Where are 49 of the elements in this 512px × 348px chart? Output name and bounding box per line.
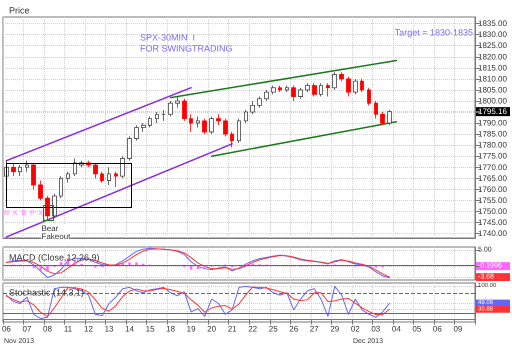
x-tick-label: 18	[166, 324, 176, 334]
y-tick-label: 1790.00	[478, 118, 508, 128]
y-tick-label: 1785.00	[478, 130, 508, 139]
y-tick-label: 1760.00	[478, 184, 508, 194]
x-tick-label: 09	[453, 324, 463, 334]
y-tick-label: 1825.00	[478, 41, 508, 50]
x-tick-label: 02	[350, 324, 360, 334]
y-tick-label: 1800.00	[478, 96, 508, 106]
x-tick-label: 22	[248, 324, 258, 334]
y-tick-label: 1775.00	[478, 152, 508, 161]
x-tick-label: 29	[330, 324, 340, 334]
x-tick-label: 12	[84, 324, 94, 334]
y-tick-label: 1780.00	[478, 140, 508, 150]
annotation: SPX-30MIN I	[140, 32, 196, 42]
x-tick-label: 21	[228, 324, 238, 334]
text: MACD (Close,12,26,9)	[9, 252, 100, 262]
annotation: Target = 1830-1835	[394, 28, 473, 38]
y-tick-label: 1765.00	[478, 174, 508, 183]
x-tick-label: 04	[392, 324, 402, 334]
x-tick-label: 05	[412, 324, 422, 334]
y-tick-label: 1805.00	[478, 85, 508, 94]
annotation: FOR SWINGTRADING	[140, 44, 232, 54]
chart-title: Price	[9, 6, 30, 16]
x-tick-label: 26	[289, 324, 299, 334]
y-tick-label: 1770.00	[478, 162, 508, 172]
y-tick-label: 1820.00	[478, 52, 508, 62]
y-tick-label: 1835.00	[478, 19, 508, 28]
y-tick-label: 1815.00	[478, 63, 508, 72]
x-tick-label: 19	[186, 324, 196, 334]
y-tick-label: 1745.00	[478, 218, 508, 228]
annotation: Bear Fakeout	[41, 224, 72, 241]
x-tick-label: 11	[64, 324, 73, 334]
x-tick-label: 25	[268, 324, 278, 334]
y-tick-label: 1795.16	[478, 107, 508, 116]
y-tick-label: 1810.00	[478, 74, 508, 84]
x-tick-label: 13	[104, 324, 114, 334]
x-tick-label: 07	[22, 324, 32, 334]
x-tick-label: 20	[207, 324, 217, 334]
x-tick-label: 15	[146, 324, 156, 334]
y-tick-label: 1750.00	[478, 206, 508, 216]
x-tick-label: 14	[125, 324, 135, 334]
y-tick-label: 1740.00	[478, 229, 508, 238]
y-tick-label: 1830.00	[478, 30, 508, 40]
x-tick-label: 27	[310, 324, 320, 334]
x-tick-label: 06	[432, 324, 442, 334]
x-tick-label: 06	[2, 324, 12, 334]
x-tick-label: 08	[43, 324, 52, 334]
y-tick-label: 1755.00	[478, 196, 508, 205]
x-tick-label: 03	[371, 324, 381, 334]
